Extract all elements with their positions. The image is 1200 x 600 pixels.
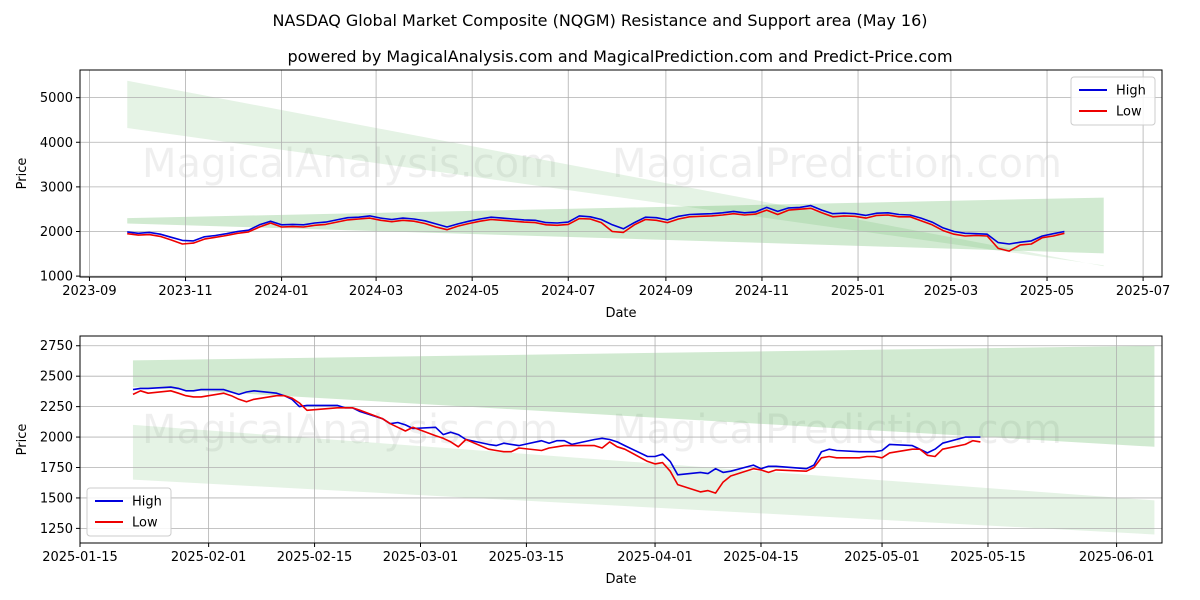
x-tick-label: 2023-11	[158, 284, 212, 299]
x-tick-label: 2025-07	[1116, 284, 1170, 299]
series-line-high	[127, 204, 1065, 245]
watermark-text: MagicalAnalysis.com	[142, 141, 558, 187]
y-tick-label: 1000	[40, 270, 73, 285]
y-tick-label: 2750	[40, 339, 73, 354]
x-axis-label: Date	[605, 572, 636, 587]
series-line-low	[132, 389, 981, 494]
x-tick-label: 2025-06-01	[1079, 550, 1155, 565]
chart-title: NASDAQ Global Market Composite (NQGM) Re…	[272, 11, 927, 30]
x-tick-label: 2025-04-01	[617, 550, 693, 565]
watermark-group: MagicalAnalysis.com MagicalPrediction.com	[142, 141, 1062, 187]
y-tick-label: 3000	[40, 180, 73, 195]
x-tick-label: 2024-07	[541, 284, 595, 299]
y-tick-label: 1250	[40, 522, 73, 537]
y-tick-label: 2000	[40, 431, 73, 446]
top-chart: MagicalAnalysis.com MagicalPrediction.com…	[15, 69, 1170, 321]
x-tick-label: 2025-03-01	[383, 550, 459, 565]
x-tick-label: 2024-05	[445, 284, 499, 299]
tick-group: 2025-01-15 2025-02-01 2025-02-15 2025-03-01…	[40, 339, 1154, 565]
watermark-group: MagicalAnalysis.com MagicalPrediction.com	[142, 407, 1062, 453]
y-tick-label: 4000	[40, 136, 73, 151]
legend: High Low	[86, 487, 172, 537]
x-tick-label: 2025-01	[831, 284, 885, 299]
x-tick-label: 2025-04-15	[723, 550, 799, 565]
x-tick-label: 2023-09	[62, 284, 116, 299]
x-tick-label: 2025-02-01	[171, 550, 247, 565]
series-group	[127, 204, 1065, 252]
x-tick-label: 2025-05-15	[950, 550, 1026, 565]
legend-label-low: Low	[1116, 105, 1142, 120]
series-line-high	[132, 386, 981, 476]
x-tick-label: 2025-03-15	[489, 550, 565, 565]
plot-frame	[79, 335, 1163, 544]
y-tick-label: 2500	[40, 370, 73, 385]
grid-group	[80, 70, 1162, 277]
x-tick-label: 2024-01	[254, 284, 308, 299]
x-tick-label: 2024-11	[735, 284, 789, 299]
x-tick-label: 2024-03	[349, 284, 403, 299]
y-tick-label: 1500	[40, 491, 73, 506]
support-resistance-band	[127, 80, 1104, 267]
y-tick-label: 1750	[40, 461, 73, 476]
legend: High Low	[1070, 76, 1156, 126]
support-resistance-band	[132, 345, 1155, 447]
series-line-low	[127, 207, 1065, 252]
y-tick-label: 5000	[40, 91, 73, 106]
watermark-text: MagicalAnalysis.com	[142, 407, 558, 453]
series-group	[132, 386, 981, 494]
legend-label-low: Low	[132, 516, 158, 531]
support-resistance-band	[132, 424, 1155, 535]
band-group	[132, 345, 1155, 535]
y-tick-label: 2000	[40, 225, 73, 240]
y-axis-label: Price	[15, 158, 30, 190]
watermark-text: MagicalPrediction.com	[612, 141, 1062, 187]
x-axis-label: Date	[605, 306, 636, 321]
tick-group: 2023-09 2023-11 2024-01 2024-03 2024-05 2024-…	[40, 91, 1170, 299]
x-tick-label: 2024-09	[639, 284, 693, 299]
x-tick-label: 2025-02-15	[277, 550, 353, 565]
legend-label-high: High	[132, 495, 162, 510]
y-tick-label: 2250	[40, 400, 73, 415]
x-tick-label: 2025-05-01	[844, 550, 920, 565]
x-tick-label: 2025-05	[1020, 284, 1074, 299]
chart-subtitle: powered by MagicalAnalysis.com and Magic…	[287, 47, 952, 66]
x-tick-label: 2025-01-15	[42, 550, 118, 565]
watermark-text: MagicalPrediction.com	[612, 407, 1062, 453]
bottom-chart: MagicalAnalysis.com MagicalPrediction.com…	[15, 335, 1163, 587]
y-axis-label: Price	[15, 424, 30, 456]
legend-label-high: High	[1116, 84, 1146, 99]
plot-frame	[79, 69, 1163, 278]
x-tick-label: 2025-03	[924, 284, 978, 299]
